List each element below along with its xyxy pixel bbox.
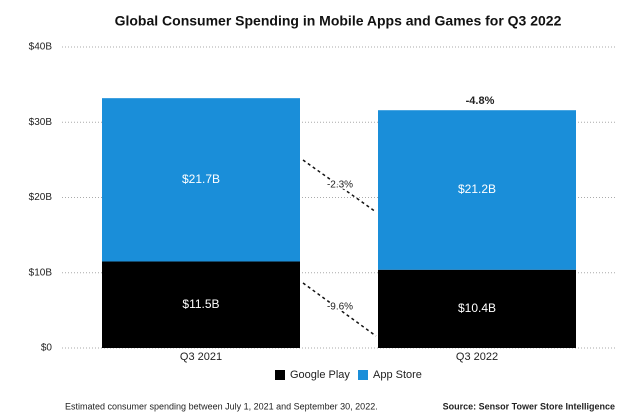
legend-label: Google Play — [290, 369, 350, 381]
legend-swatch — [275, 370, 285, 380]
y-tick-label: $30B — [29, 117, 53, 128]
x-tick-label: Q3 2022 — [456, 351, 498, 363]
annotation: -4.8% — [466, 95, 495, 107]
annotation: -9.6% — [327, 302, 353, 313]
data-label: $21.2B — [458, 182, 496, 196]
bar-segment — [378, 269, 576, 348]
connector — [302, 159, 377, 213]
source: Source: Sensor Tower Store Intelligence — [443, 401, 615, 411]
footnote: Estimated consumer spending between July… — [65, 401, 378, 411]
bar-segment — [378, 110, 576, 270]
chart-title: Global Consumer Spending in Mobile Apps … — [115, 13, 562, 29]
legend-swatch — [358, 370, 368, 380]
bar-segment — [102, 98, 300, 262]
annotation: -2.3% — [327, 180, 353, 191]
data-label: $21.7B — [182, 172, 220, 186]
y-tick-label: $0 — [41, 343, 53, 354]
x-tick-label: Q3 2021 — [180, 351, 222, 363]
bar-segment — [102, 261, 300, 348]
legend-label: App Store — [373, 369, 422, 381]
y-tick-label: $10B — [29, 267, 53, 278]
y-tick-label: $40B — [29, 42, 53, 53]
data-label: $10.4B — [458, 301, 496, 315]
y-tick-label: $20B — [29, 192, 53, 203]
data-label: $11.5B — [182, 297, 219, 311]
